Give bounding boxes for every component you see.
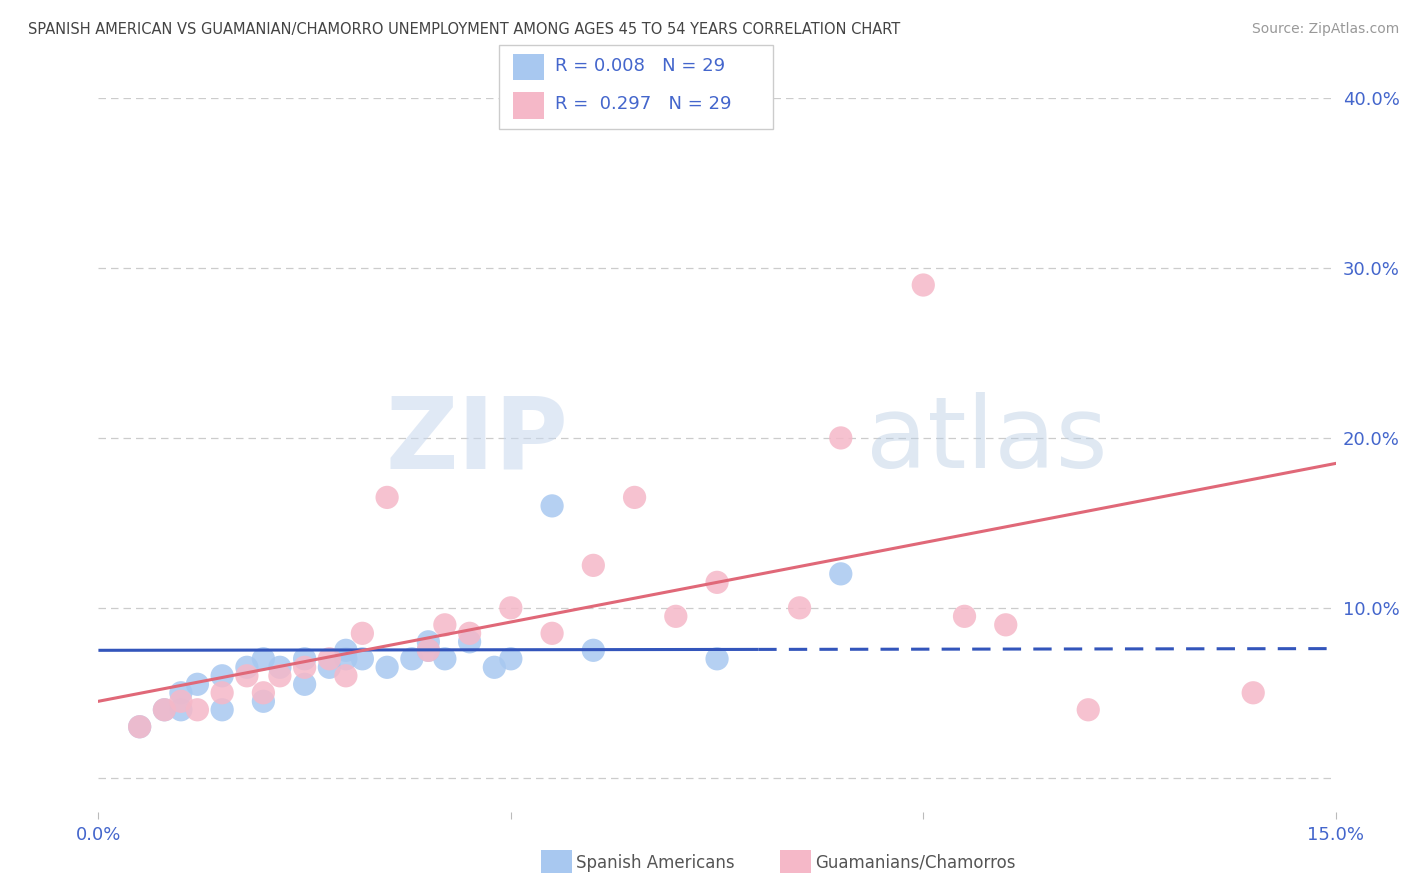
Point <box>252 694 274 708</box>
Point <box>541 626 564 640</box>
Point <box>433 652 456 666</box>
Text: SPANISH AMERICAN VS GUAMANIAN/CHAMORRO UNEMPLOYMENT AMONG AGES 45 TO 54 YEARS CO: SPANISH AMERICAN VS GUAMANIAN/CHAMORRO U… <box>28 22 900 37</box>
Point <box>582 643 605 657</box>
Point <box>375 660 398 674</box>
Point <box>953 609 976 624</box>
Point <box>582 558 605 573</box>
Point <box>236 669 259 683</box>
Point <box>352 626 374 640</box>
Point <box>706 652 728 666</box>
Point <box>375 491 398 505</box>
Point <box>128 720 150 734</box>
Point <box>186 677 208 691</box>
Point <box>1241 686 1264 700</box>
Point <box>128 720 150 734</box>
Text: Guamanians/Chamorros: Guamanians/Chamorros <box>815 854 1017 871</box>
Point <box>211 703 233 717</box>
Point <box>236 660 259 674</box>
Point <box>352 652 374 666</box>
Text: Source: ZipAtlas.com: Source: ZipAtlas.com <box>1251 22 1399 37</box>
Point <box>269 660 291 674</box>
Point <box>665 609 688 624</box>
Text: atlas: atlas <box>866 392 1107 489</box>
Point <box>706 575 728 590</box>
Point <box>294 652 316 666</box>
Text: R =  0.297   N = 29: R = 0.297 N = 29 <box>555 95 733 113</box>
Point <box>252 652 274 666</box>
Point <box>318 652 340 666</box>
Text: Spanish Americans: Spanish Americans <box>576 854 735 871</box>
Point <box>170 694 193 708</box>
Point <box>401 652 423 666</box>
Point <box>153 703 176 717</box>
Point <box>484 660 506 674</box>
Point <box>211 686 233 700</box>
Point <box>335 643 357 657</box>
Point <box>994 617 1017 632</box>
Point <box>269 669 291 683</box>
Point <box>912 278 935 293</box>
Point <box>789 600 811 615</box>
Point <box>499 600 522 615</box>
Point <box>335 652 357 666</box>
Point <box>294 660 316 674</box>
Point <box>170 703 193 717</box>
Point <box>1077 703 1099 717</box>
Point <box>458 635 481 649</box>
Point <box>433 617 456 632</box>
Point <box>153 703 176 717</box>
Point <box>499 652 522 666</box>
Point <box>211 669 233 683</box>
Text: ZIP: ZIP <box>385 392 568 489</box>
Point <box>318 660 340 674</box>
Point <box>418 643 440 657</box>
Point <box>830 431 852 445</box>
Text: R = 0.008   N = 29: R = 0.008 N = 29 <box>555 57 725 75</box>
Point <box>830 566 852 581</box>
Point <box>623 491 645 505</box>
Point <box>418 643 440 657</box>
Point <box>541 499 564 513</box>
Point <box>294 677 316 691</box>
Point <box>170 686 193 700</box>
Point <box>458 626 481 640</box>
Point <box>418 635 440 649</box>
Point <box>252 686 274 700</box>
Point <box>186 703 208 717</box>
Point <box>335 669 357 683</box>
